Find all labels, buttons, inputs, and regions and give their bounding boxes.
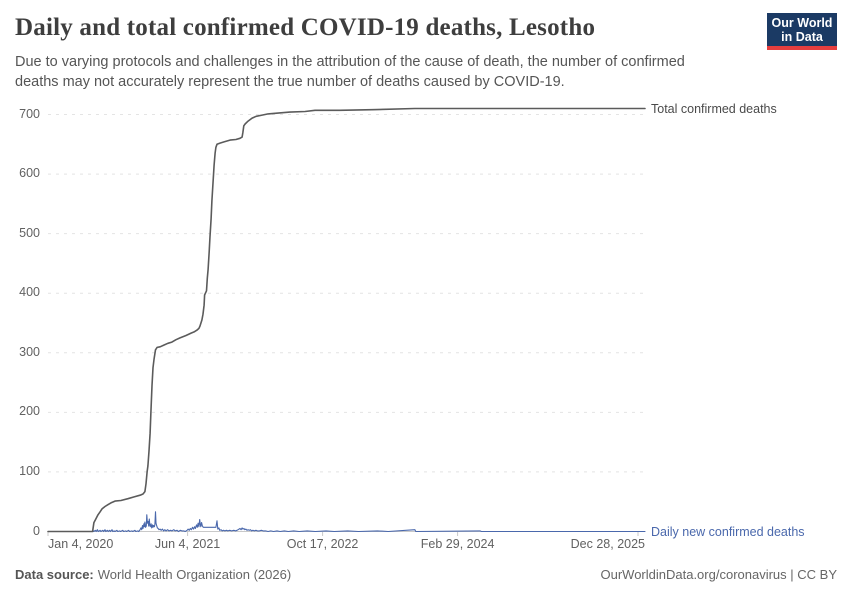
y-axis-label: 500 bbox=[19, 225, 40, 240]
owid-logo-line-2: in Data bbox=[781, 30, 823, 44]
subtitle-line-1: Due to varying protocols and challenges … bbox=[15, 54, 685, 70]
chart-footer: Data source: World Health Organization (2… bbox=[15, 567, 837, 582]
legend-daily-new-confirmed-deaths: Daily new confirmed deaths bbox=[651, 524, 805, 539]
page-title: Daily and total confirmed COVID-19 death… bbox=[15, 14, 596, 41]
owid-logo-box: Our World in Data bbox=[767, 13, 837, 46]
y-axis-label: 600 bbox=[19, 166, 40, 181]
data-source-label: Data source: bbox=[15, 567, 94, 582]
owid-logo-line-1: Our World bbox=[771, 16, 833, 30]
y-axis-label: 100 bbox=[19, 463, 40, 478]
y-axis-label: 700 bbox=[19, 106, 40, 121]
y-axis-label: 300 bbox=[19, 344, 40, 359]
credit-link[interactable]: OurWorldinData.org/coronavirus | CC BY bbox=[600, 567, 837, 582]
y-axis-label: 0 bbox=[33, 523, 40, 538]
x-axis-label: Jan 4, 2020 bbox=[48, 537, 114, 551]
data-source-value: World Health Organization (2026) bbox=[97, 567, 292, 582]
x-axis-label: Feb 29, 2024 bbox=[420, 537, 495, 551]
x-axis-label: Oct 17, 2022 bbox=[286, 537, 359, 551]
y-axis-label: 200 bbox=[19, 404, 40, 419]
legend-total-confirmed-deaths: Total confirmed deaths bbox=[651, 101, 777, 116]
subtitle-line-2: deaths may not accurately represent the … bbox=[15, 74, 565, 90]
y-axis-label: 400 bbox=[19, 285, 40, 300]
x-axis-label: Jun 4, 2021 bbox=[154, 537, 221, 551]
data-source-row: Data source: World Health Organization (2… bbox=[15, 567, 291, 582]
x-axis: Jan 4, 2020 Jun 4, 2021 Oct 17, 2022 Feb 29… bbox=[0, 537, 850, 553]
owid-logo-stripe bbox=[767, 46, 837, 50]
owid-logo[interactable]: Our World in Data bbox=[767, 13, 837, 51]
chart-subtitle: Due to varying protocols and challenges … bbox=[15, 52, 735, 92]
x-axis-label: Dec 28, 2025 bbox=[570, 537, 645, 551]
